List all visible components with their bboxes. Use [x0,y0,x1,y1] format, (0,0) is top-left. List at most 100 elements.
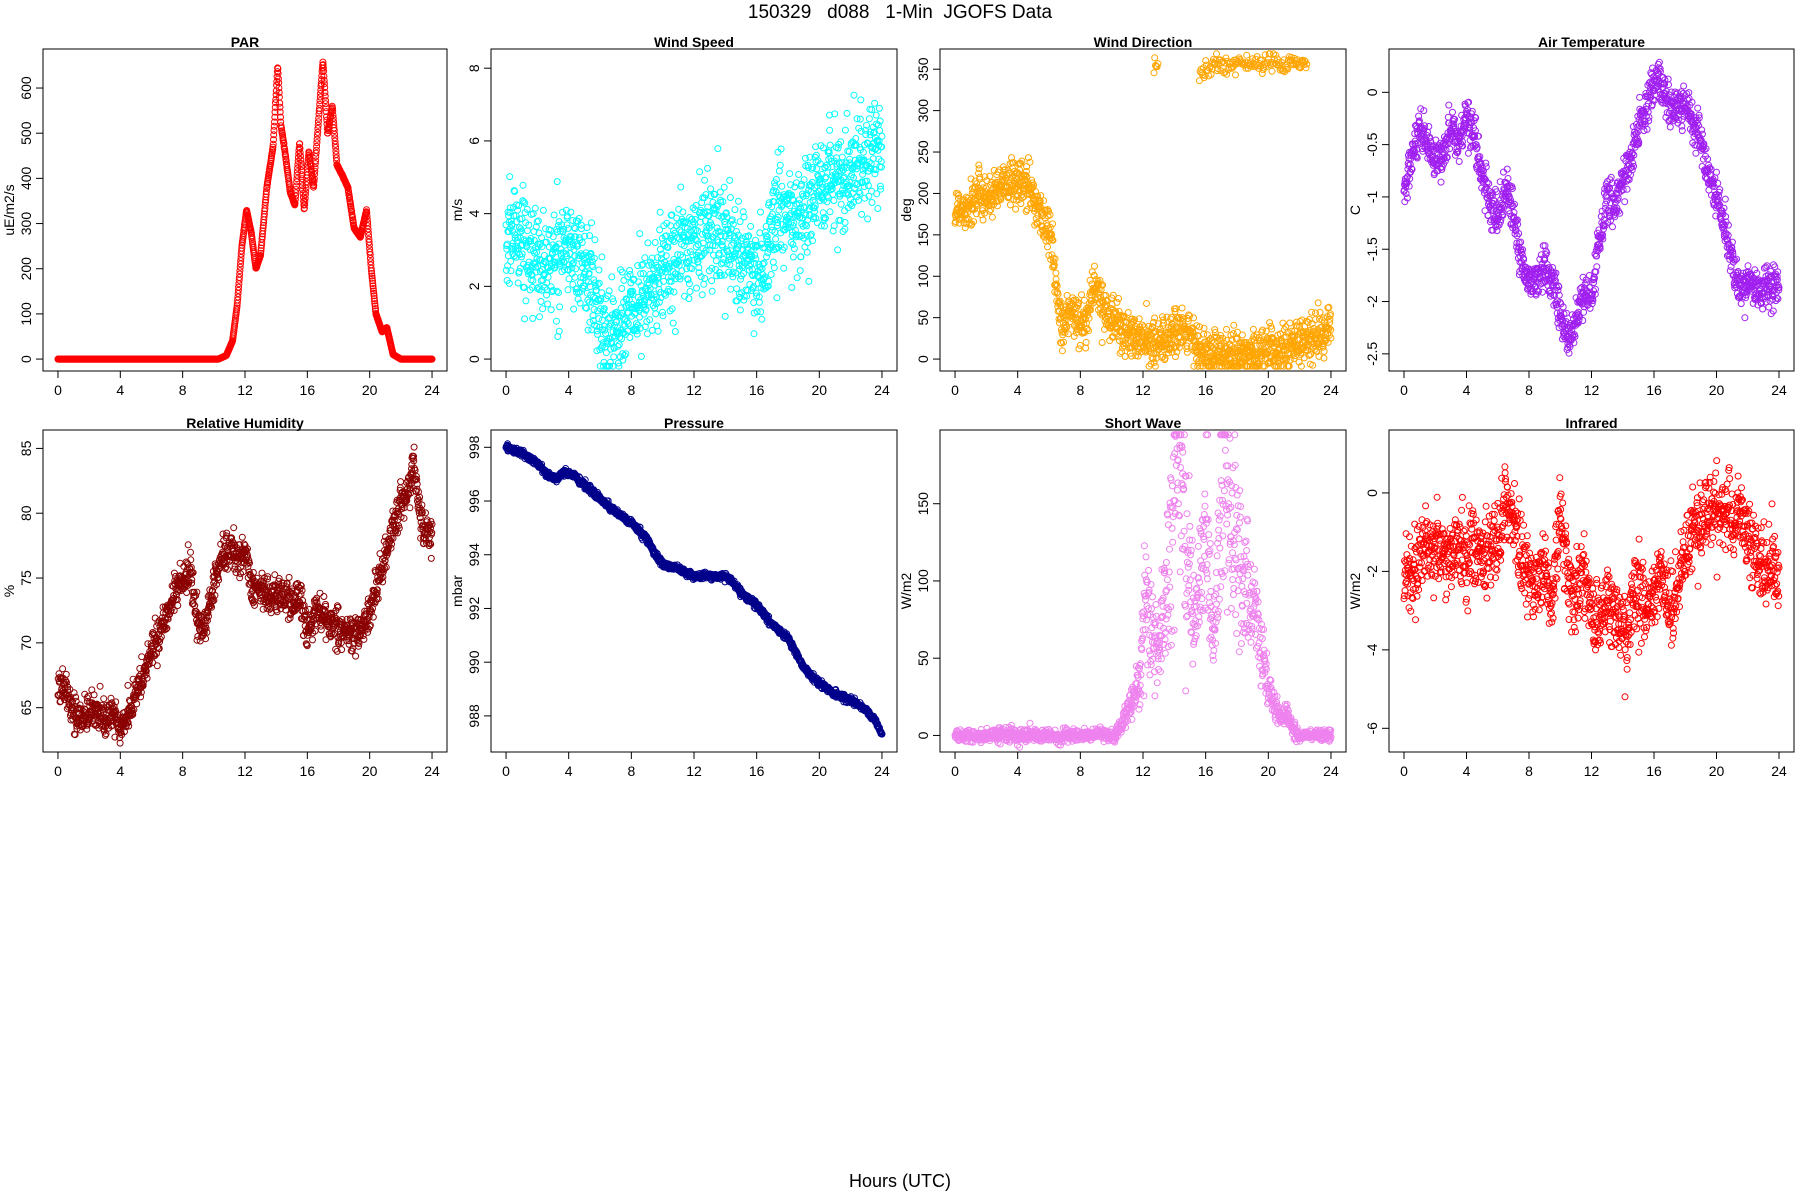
data-point [1286,319,1294,327]
data-point [757,308,765,316]
data-point [1286,356,1294,364]
y-tick-label: 50 [915,310,931,326]
y-axis-label: deg [898,198,914,221]
data-point [237,254,245,261]
data-point [614,342,622,350]
data-point [234,296,242,304]
data-point [773,294,781,302]
data-points [951,50,1335,370]
data-point [656,208,664,216]
data-point [1091,262,1098,270]
y-axis-label: uE/m2/s [1,184,17,235]
data-point [780,264,788,272]
data-point [772,235,780,243]
data-point [979,216,987,224]
data-point [236,270,244,278]
x-tick-label: 16 [1198,382,1214,398]
data-point [797,253,805,261]
data-point [770,264,778,272]
data-point [235,274,243,281]
data-point [708,277,716,285]
x-tick-label: 4 [1463,382,1471,398]
data-point [641,254,649,262]
data-point [1316,308,1324,316]
data-point [788,284,796,291]
data-point [1268,67,1276,75]
data-point [1243,51,1251,59]
data-point [735,197,742,205]
data-point [1445,101,1453,109]
data-point [590,306,598,313]
data-point [975,165,983,173]
data-point [1052,269,1060,277]
data-point [693,237,701,245]
data-point [726,176,734,184]
data-point [878,132,886,140]
data-point [677,183,685,191]
data-point [1082,344,1090,352]
y-tick-label: 600 [18,76,34,100]
data-point [1006,201,1014,209]
data-point [727,285,735,293]
data-point [1238,331,1246,339]
data-point [750,299,758,307]
data-point [236,263,244,271]
data-point [837,200,845,208]
y-tick-label: -2.5 [1364,342,1380,366]
data-point [555,327,563,335]
data-point [644,239,652,247]
data-point [803,248,811,256]
x-tick-label: 24 [1323,382,1339,398]
data-point [539,206,547,214]
data-point [1150,69,1158,77]
data-point [1320,347,1328,355]
data-point [237,257,245,265]
data-point [736,306,744,314]
data-point [726,194,734,201]
data-point [610,353,618,361]
data-point [1124,309,1132,316]
x-tick-label: 0 [1400,382,1408,398]
x-tick-label: 12 [1584,382,1600,398]
data-point [868,199,876,206]
data-point [553,178,561,186]
data-point [671,328,679,335]
data-point [796,267,804,275]
x-tick-label: 4 [565,382,573,398]
y-tick-label: 4 [466,210,482,218]
data-point [522,297,530,305]
data-point [537,298,545,305]
x-tick-label: 8 [179,382,187,398]
data-point [1314,299,1322,307]
data-point [838,153,846,161]
x-tick-label: 8 [1525,382,1533,398]
x-tick-label: 20 [812,382,828,398]
y-tick-label: -1 [1364,190,1380,203]
y-tick-label: 300 [915,99,931,123]
y-tick-label: 0 [466,355,482,363]
data-point [236,267,244,275]
data-point [858,210,866,218]
data-point [988,213,996,221]
data-point [556,303,564,311]
data-point [708,287,716,295]
data-point [834,246,842,254]
data-point [1320,314,1328,322]
data-point [652,310,660,318]
data-point [1455,158,1463,165]
x-tick-label: 20 [1261,382,1277,398]
data-point [1058,347,1066,355]
data-point [872,111,880,119]
y-tick-label: 100 [18,302,34,326]
y-tick-label: 350 [915,57,931,81]
y-tick-label: 150 [915,223,931,247]
data-point [544,300,552,308]
data-point [539,305,547,313]
y-axis-label: C [1347,205,1363,215]
x-tick-label: 24 [424,382,440,398]
data-point [234,286,242,294]
y-tick-label: -0.5 [1364,132,1380,156]
data-point [776,161,784,169]
